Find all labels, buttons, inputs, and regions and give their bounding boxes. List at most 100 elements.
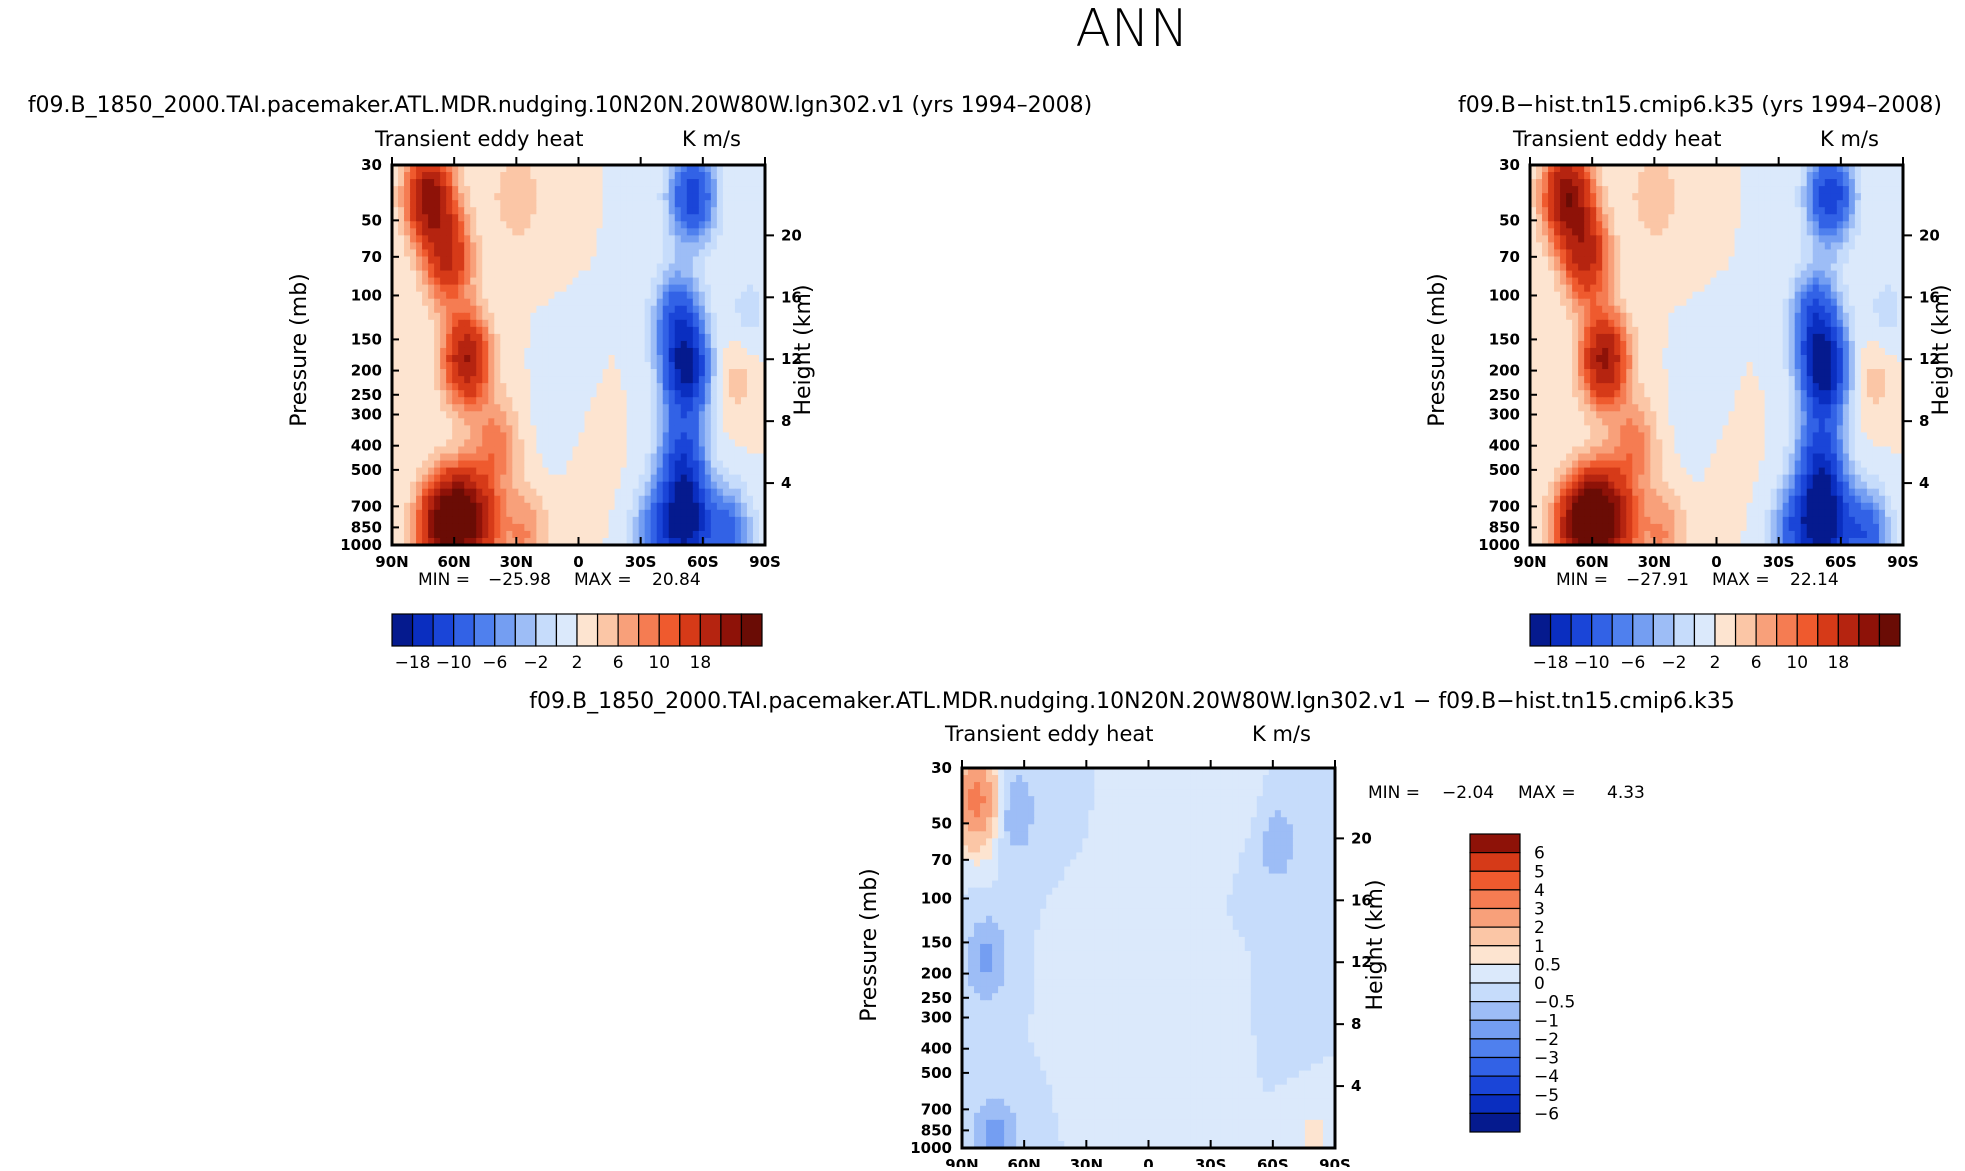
- contour-cell: [1602, 179, 1609, 187]
- contour-cell: [633, 524, 640, 532]
- contour-cell: [488, 214, 495, 222]
- contour-cell: [633, 446, 640, 454]
- contour-cell: [663, 299, 670, 307]
- contour-cell: [1680, 292, 1687, 300]
- contour-cell: [1710, 256, 1717, 264]
- contour-cell: [1566, 264, 1573, 272]
- contour-cell: [494, 362, 501, 370]
- contour-cell: [494, 200, 501, 208]
- contour-cell: [1548, 186, 1555, 194]
- contour-cell: [1741, 186, 1748, 194]
- contour-cell: [741, 306, 748, 314]
- contour-cell: [615, 327, 622, 335]
- contour-cell: [428, 172, 435, 180]
- contour-cell: [422, 313, 429, 321]
- contour-cell: [410, 390, 417, 398]
- contour-cell: [434, 242, 441, 250]
- contour-cell: [416, 256, 423, 264]
- contour-cell: [1891, 172, 1898, 180]
- contour-cell: [410, 376, 417, 384]
- panel-control-case: f09.B−hist.tn15.cmip6.k35 (yrs 1994–2008…: [1425, 93, 1954, 673]
- contour-cell: [579, 517, 586, 525]
- contour-cell: [1692, 320, 1699, 328]
- contour-cell: [1867, 235, 1874, 243]
- contour-cell: [1560, 256, 1567, 264]
- contour-cell: [500, 278, 507, 286]
- contour-cell: [753, 425, 760, 433]
- contour-cell: [1614, 228, 1621, 236]
- contour-cell: [591, 228, 598, 236]
- contour-cell: [1686, 313, 1693, 321]
- contour-cell: [506, 327, 513, 335]
- contour-cell: [735, 186, 742, 194]
- contour-cell: [753, 207, 760, 215]
- contour-cell: [434, 186, 441, 194]
- contour-cell: [579, 228, 586, 236]
- contour-cell: [548, 496, 555, 504]
- contour-cell: [1879, 214, 1886, 222]
- contour-cell: [1572, 320, 1579, 328]
- contour-cell: [705, 320, 712, 328]
- contour-cell: [410, 320, 417, 328]
- contour-cell: [1548, 207, 1555, 215]
- contour-cell: [572, 397, 579, 405]
- contour-cell: [398, 292, 405, 300]
- contour-cell: [1710, 186, 1717, 194]
- contour-cell: [512, 256, 519, 264]
- contour-cell: [530, 264, 537, 272]
- contour-cell: [446, 348, 453, 356]
- contour-cell: [518, 376, 525, 384]
- contour-cell: [410, 341, 417, 349]
- contour-cell: [651, 454, 658, 462]
- contour-cell: [1849, 228, 1856, 236]
- contour-cell: [1548, 249, 1555, 257]
- contour-cell: [645, 292, 652, 300]
- contour-cell: [651, 446, 658, 454]
- contour-cell: [512, 292, 519, 300]
- contour-cell: [1885, 242, 1892, 250]
- contour-cell: [398, 524, 405, 532]
- contour-cell: [651, 313, 658, 321]
- contour-cell: [1614, 172, 1621, 180]
- contour-cell: [579, 446, 586, 454]
- contour-cell: [1668, 256, 1675, 264]
- contour-cell: [639, 503, 646, 511]
- contour-cell: [591, 242, 598, 250]
- contour-cell: [494, 531, 501, 539]
- contour-cell: [723, 524, 730, 532]
- contour-cell: [699, 193, 706, 201]
- contour-cell: [452, 292, 459, 300]
- contour-cell: [579, 264, 586, 272]
- contour-cell: [723, 214, 730, 222]
- contour-cell: [422, 249, 429, 257]
- contour-cell: [1584, 334, 1591, 342]
- contour-cell: [735, 193, 742, 201]
- contour-cell: [1801, 228, 1808, 236]
- contour-cell: [494, 468, 501, 476]
- contour-cell: [548, 200, 555, 208]
- contour-cell: [615, 200, 622, 208]
- contour-cell: [464, 221, 471, 229]
- contour-cell: [681, 207, 688, 215]
- contour-cell: [1735, 228, 1742, 236]
- contour-cell: [1566, 327, 1573, 335]
- contour-cell: [446, 510, 453, 518]
- contour-cell: [1867, 320, 1874, 328]
- contour-cell: [1548, 235, 1555, 243]
- contour-cell: [428, 496, 435, 504]
- contour-cell: [446, 235, 453, 243]
- contour-cell: [1542, 235, 1549, 243]
- contour-cell: [452, 489, 459, 497]
- contour-cell: [482, 489, 489, 497]
- contour-cell: [657, 285, 664, 293]
- contour-cell: [1572, 186, 1579, 194]
- contour-cell: [560, 221, 567, 229]
- y-tick-label: 700: [351, 497, 382, 515]
- contour-cell: [1602, 186, 1609, 194]
- contour-cell: [464, 517, 471, 525]
- contour-cell: [693, 425, 700, 433]
- contour-cell: [627, 461, 634, 469]
- contour-cell: [446, 242, 453, 250]
- contour-cell: [675, 348, 682, 356]
- contour-cell: [554, 221, 561, 229]
